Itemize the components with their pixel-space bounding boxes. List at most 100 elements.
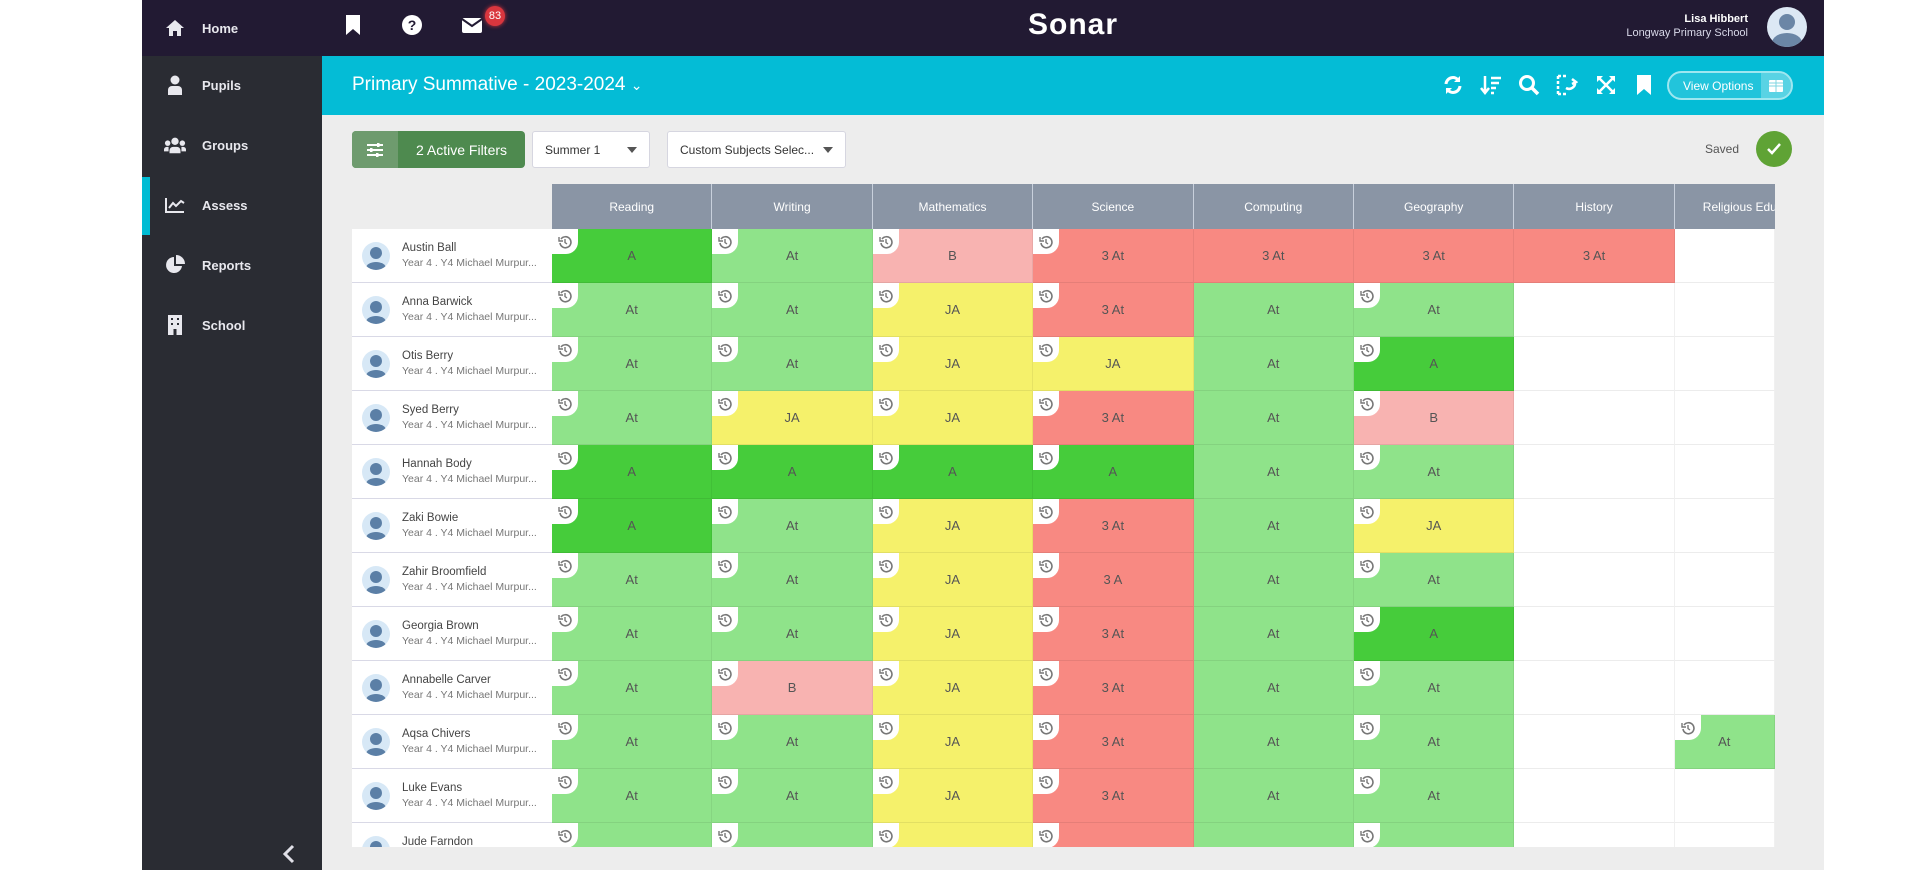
grade-cell-geography[interactable]: B — [1354, 391, 1515, 445]
grade-cell-computing[interactable]: At — [1193, 553, 1354, 607]
grade-cell-religious-education[interactable] — [1674, 769, 1775, 823]
grade-cell-history[interactable] — [1514, 607, 1675, 661]
grade-cell-computing[interactable]: At — [1193, 499, 1354, 553]
grade-cell-mathematics[interactable]: JA — [872, 499, 1034, 553]
column-header-geography[interactable]: Geography — [1354, 184, 1515, 229]
grade-cell-writing[interactable]: JA — [712, 391, 873, 445]
mail-icon[interactable] — [461, 13, 483, 37]
grade-cell-science[interactable]: 3 At — [1033, 769, 1194, 823]
history-icon[interactable] — [1354, 499, 1380, 524]
pupil-name-cell[interactable]: Zaki Bowie Year 4 . Y4 Michael Murpur... — [352, 499, 552, 553]
grade-cell-history[interactable] — [1514, 769, 1675, 823]
history-icon[interactable] — [712, 445, 739, 470]
history-icon[interactable] — [552, 499, 578, 524]
history-icon[interactable] — [872, 715, 899, 740]
history-icon[interactable] — [1354, 661, 1380, 686]
grade-cell-geography[interactable]: A — [1354, 337, 1515, 391]
history-icon[interactable] — [1354, 607, 1380, 632]
grade-cell-computing[interactable]: At — [1193, 445, 1354, 499]
column-header-religious-education[interactable]: Religious Education — [1674, 184, 1775, 229]
assessment-selector[interactable]: Primary Summative - 2023-2024 ⌄ — [352, 74, 643, 96]
history-icon[interactable] — [1033, 553, 1060, 578]
grade-cell-science[interactable]: 3 At — [1033, 715, 1194, 769]
grade-cell-writing[interactable]: At — [712, 715, 873, 769]
grade-cell-religious-education[interactable] — [1674, 499, 1775, 553]
history-icon[interactable] — [552, 661, 578, 686]
grade-cell-computing[interactable]: At — [1193, 283, 1354, 337]
grade-cell-science[interactable]: 3 At — [1033, 391, 1194, 445]
grade-cell-geography[interactable]: At — [1354, 283, 1515, 337]
user-info[interactable]: Lisa Hibbert Longway Primary School — [1626, 13, 1748, 39]
search-icon[interactable] — [1517, 73, 1541, 97]
history-icon[interactable] — [872, 283, 899, 308]
pupil-name-cell[interactable]: Otis Berry Year 4 . Y4 Michael Murpur... — [352, 337, 552, 391]
history-icon[interactable] — [1033, 715, 1060, 740]
grade-cell-religious-education[interactable] — [1674, 283, 1775, 337]
sort-icon[interactable] — [1479, 73, 1503, 97]
history-icon[interactable] — [552, 553, 578, 578]
grade-cell-mathematics[interactable]: JA — [872, 769, 1034, 823]
grade-cell-history[interactable] — [1514, 823, 1675, 847]
sidebar-item-school[interactable]: School — [142, 297, 322, 353]
grade-cell-computing[interactable]: At — [1193, 715, 1354, 769]
term-dropdown[interactable]: Summer 1 — [532, 131, 650, 168]
column-header-reading[interactable]: Reading — [552, 184, 713, 229]
grade-cell-computing[interactable] — [1193, 823, 1354, 847]
grade-cell-religious-education[interactable]: At — [1674, 715, 1775, 769]
grade-cell-reading[interactable]: A — [552, 229, 713, 283]
grade-cell-religious-education[interactable] — [1674, 607, 1775, 661]
grade-cell-science[interactable]: A — [1033, 445, 1194, 499]
grade-cell-science[interactable]: 3 At — [1033, 661, 1194, 715]
grade-cell-mathematics[interactable]: JA — [872, 607, 1034, 661]
grade-cell-computing[interactable]: At — [1193, 607, 1354, 661]
grade-cell-mathematics[interactable]: JA — [872, 715, 1034, 769]
history-icon[interactable] — [872, 661, 899, 686]
history-icon[interactable] — [1033, 769, 1060, 794]
column-header-science[interactable]: Science — [1033, 184, 1194, 229]
grade-cell-religious-education[interactable] — [1674, 553, 1775, 607]
history-icon[interactable] — [1674, 715, 1701, 740]
grade-cell-computing[interactable]: At — [1193, 337, 1354, 391]
history-icon[interactable] — [712, 283, 739, 308]
history-icon[interactable] — [872, 607, 899, 632]
grade-cell-writing[interactable]: At — [712, 769, 873, 823]
grade-cell-reading[interactable]: At — [552, 607, 713, 661]
history-icon[interactable] — [872, 391, 899, 416]
grade-cell-geography[interactable]: At — [1354, 661, 1515, 715]
grade-cell-writing[interactable]: A — [712, 445, 873, 499]
grade-cell-religious-education[interactable] — [1674, 823, 1775, 847]
bulk-edit-icon[interactable] — [1555, 73, 1579, 97]
grade-cell-writing[interactable]: B — [712, 661, 873, 715]
column-header-computing[interactable]: Computing — [1193, 184, 1354, 229]
bookmark-icon[interactable] — [1632, 73, 1656, 97]
grade-cell-science[interactable]: 3 At — [1033, 283, 1194, 337]
history-icon[interactable] — [872, 337, 899, 362]
grade-cell-science[interactable]: 3 At — [1033, 499, 1194, 553]
history-icon[interactable] — [712, 391, 739, 416]
pupil-name-cell[interactable]: Syed Berry Year 4 . Y4 Michael Murpur... — [352, 391, 552, 445]
grade-cell-geography[interactable]: A — [1354, 607, 1515, 661]
grade-cell-religious-education[interactable] — [1674, 445, 1775, 499]
grade-cell-mathematics[interactable]: JA — [872, 661, 1034, 715]
grade-cell-history[interactable] — [1514, 715, 1675, 769]
history-icon[interactable] — [552, 391, 578, 416]
history-icon[interactable] — [872, 229, 899, 254]
grade-cell-science[interactable]: 3 At — [1033, 229, 1194, 283]
refresh-icon[interactable] — [1441, 73, 1465, 97]
sidebar-item-groups[interactable]: Groups — [142, 117, 322, 173]
subjects-dropdown[interactable]: Custom Subjects Selec... — [667, 131, 846, 168]
grade-cell-mathematics[interactable]: JA — [872, 283, 1034, 337]
pupil-name-cell[interactable]: Anna Barwick Year 4 . Y4 Michael Murpur..… — [352, 283, 552, 337]
history-icon[interactable] — [872, 499, 899, 524]
grade-cell-geography[interactable] — [1354, 823, 1515, 847]
history-icon[interactable] — [552, 823, 578, 847]
grade-cell-religious-education[interactable] — [1674, 229, 1775, 283]
history-icon[interactable] — [872, 769, 899, 794]
history-icon[interactable] — [1033, 337, 1060, 362]
grade-cell-history[interactable] — [1514, 553, 1675, 607]
pupil-name-cell[interactable]: Georgia Brown Year 4 . Y4 Michael Murpur.… — [352, 607, 552, 661]
grade-cell-reading[interactable]: At — [552, 391, 713, 445]
grade-cell-history[interactable] — [1514, 283, 1675, 337]
sidebar-item-assess[interactable]: Assess — [142, 177, 322, 235]
history-icon[interactable] — [1354, 283, 1380, 308]
